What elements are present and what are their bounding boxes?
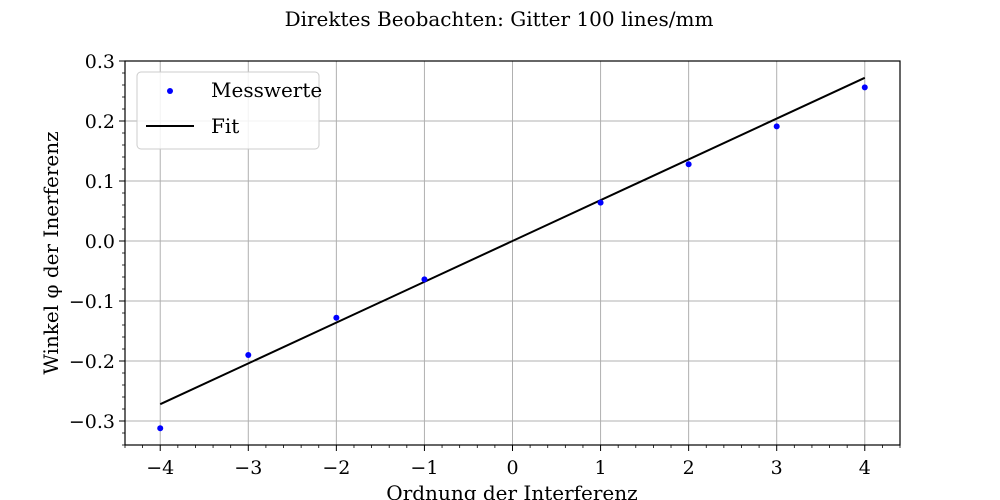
data-point xyxy=(861,84,868,91)
x-tick-label: 0 xyxy=(506,457,518,479)
legend-label-fit: Fit xyxy=(211,114,239,138)
x-tick-label: −4 xyxy=(146,457,174,479)
x-tick-label: −1 xyxy=(410,457,438,479)
legend-box xyxy=(136,71,320,150)
fit-line xyxy=(159,76,866,406)
y-tick-label: 0.3 xyxy=(85,51,115,73)
x-tick-label: 1 xyxy=(595,457,607,479)
y-tick-label: −0.2 xyxy=(69,351,115,373)
y-axis-label: Winkel φ der Inerferenz xyxy=(39,131,63,374)
axis-ticks: −4 −3 −2 −1 0 1 2 3 4 −0.3 −0.2 −0.1 0.0 0.1 0.2 0.3 xyxy=(69,51,901,479)
y-tick-label: −0.1 xyxy=(69,291,115,313)
x-tick-label: −2 xyxy=(322,457,350,479)
y-tick-label: −0.3 xyxy=(69,411,115,433)
data-point xyxy=(333,314,340,321)
legend-label-messwerte: Messwerte xyxy=(211,78,322,102)
x-tick-label: 3 xyxy=(771,457,783,479)
data-point xyxy=(597,199,604,206)
x-axis-label: Ordnung der Interferenz xyxy=(386,481,637,500)
data-point xyxy=(245,352,252,358)
points-layer xyxy=(157,84,868,432)
fit-layer xyxy=(159,76,866,406)
legend-marker-messwerte xyxy=(167,88,173,94)
y-tick-label: 0.1 xyxy=(85,171,115,193)
chart-title: Direktes Beobachten: Gitter 100 lines/mm xyxy=(285,7,714,31)
x-tick-label: 2 xyxy=(683,457,695,479)
data-point xyxy=(773,123,780,130)
x-tick-label: −3 xyxy=(234,457,262,479)
y-tick-label: 0.2 xyxy=(85,111,115,133)
data-point xyxy=(157,425,164,432)
y-tick-label: 0.0 xyxy=(85,231,115,253)
legend: Messwerte Fit xyxy=(136,71,322,150)
data-point xyxy=(685,161,692,168)
x-tick-label: 4 xyxy=(859,457,871,479)
data-point xyxy=(421,276,428,283)
